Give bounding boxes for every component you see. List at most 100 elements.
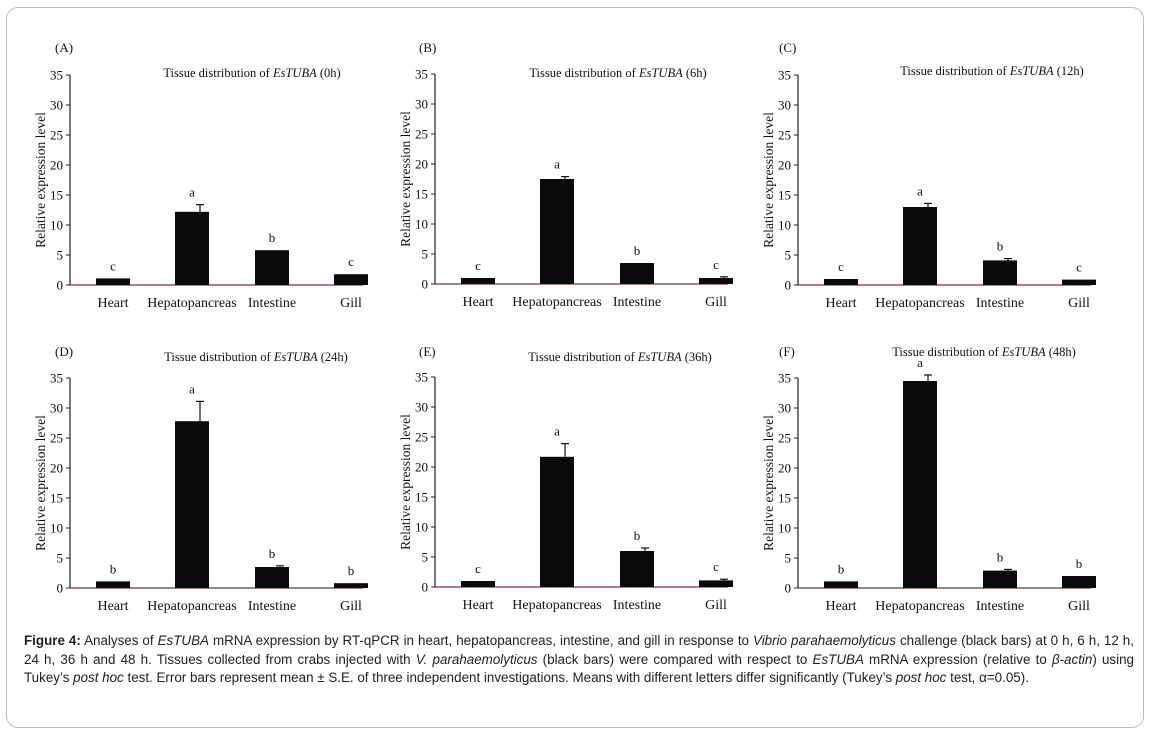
bar-intestine — [983, 570, 1017, 588]
y-tick-label: 30 — [415, 400, 428, 415]
y-tick-label: 20 — [415, 460, 428, 475]
chart-title-suffix: (36h) — [682, 350, 712, 364]
y-tick-label: 30 — [415, 97, 428, 112]
x-tick-label: Heart — [462, 295, 493, 310]
y-tick-label: 30 — [50, 401, 63, 416]
y-tick-label: 0 — [57, 278, 64, 293]
y-tick-label: 0 — [57, 581, 64, 596]
y-tick-label: 5 — [785, 551, 792, 566]
chart-panel-c: (C) Tissue distribution of EsTUBA (12h) Re… — [761, 40, 1096, 311]
chart-title-gene: EsTUBA — [638, 66, 683, 80]
panel-label: (F) — [779, 344, 795, 359]
bar-intestine — [255, 567, 289, 588]
bar-heart — [824, 581, 858, 588]
y-tick-label: 30 — [778, 401, 791, 416]
x-tick-label: Intestine — [976, 296, 1024, 311]
caption-part: test. Error bars represent mean ± S.E. o… — [123, 670, 896, 685]
x-tick-label: Hepatopancreas — [875, 599, 964, 614]
significance-letter: a — [917, 355, 923, 370]
y-tick-label: 5 — [57, 551, 64, 566]
x-tick-label: Hepatopancreas — [147, 296, 236, 311]
chart-title-prefix: Tissue distribution of — [892, 345, 1002, 359]
x-tick-label: Intestine — [248, 296, 296, 311]
bar-gill — [699, 580, 733, 587]
y-axis-label: Relative expression level — [33, 112, 48, 248]
chart-title-prefix: Tissue distribution of — [163, 66, 273, 80]
bar-hepatopancreas — [175, 421, 209, 588]
y-tick-label: 25 — [415, 430, 428, 445]
bar-heart — [824, 279, 858, 285]
bar-intestine — [620, 551, 654, 587]
bar-gill — [699, 278, 733, 284]
x-tick-label: Intestine — [613, 295, 661, 310]
bar-heart — [461, 278, 495, 284]
x-tick-label: Intestine — [613, 598, 661, 613]
y-tick-label: 5 — [57, 248, 64, 263]
x-tick-label: Hepatopancreas — [875, 296, 964, 311]
significance-letter: b — [838, 561, 845, 576]
y-tick-label: 25 — [50, 431, 63, 446]
x-tick-label: Intestine — [976, 599, 1024, 614]
panel-label: (B) — [419, 40, 436, 55]
bar-gill — [334, 274, 368, 285]
significance-letter: b — [348, 563, 355, 578]
significance-letter: b — [110, 561, 117, 576]
caption-part: (black bars) were compared with respect … — [537, 651, 813, 667]
bar-heart — [96, 278, 130, 285]
x-tick-label: Heart — [97, 599, 128, 614]
bar-hepatopancreas — [540, 179, 574, 284]
chart-title-suffix: (12h) — [1054, 64, 1084, 78]
caption-text: Analyses of EsTUBA mRNA expression by RT… — [24, 633, 1134, 685]
y-axis-label: Relative expression level — [761, 415, 776, 551]
y-tick-label: 10 — [50, 521, 63, 536]
panel-label: (D) — [55, 344, 73, 359]
significance-letter: c — [475, 258, 481, 273]
panel-label: (C) — [779, 40, 796, 55]
chart-title: Tissue distribution of EsTUBA (48h) — [892, 345, 1076, 359]
chart-title-suffix: (48h) — [1046, 345, 1076, 359]
figure-charts: (A) Tissue distribution of EsTUBA (0h) Rel… — [33, 40, 1096, 614]
significance-letter: b — [634, 243, 641, 258]
y-tick-label: 25 — [778, 128, 791, 143]
significance-letter: c — [475, 561, 481, 576]
chart-title-gene: EsTUBA — [272, 66, 317, 80]
y-axis-label: Relative expression level — [761, 112, 776, 248]
y-axis-label: Relative expression level — [398, 414, 413, 550]
bar-hepatopancreas — [903, 207, 937, 285]
caption-part: mRNA expression by RT-qPCR in heart, hep… — [208, 633, 753, 648]
chart-panel-b: (B) Tissue distribution of EsTUBA (6h) Rel… — [398, 40, 733, 310]
figure-frame — [6, 7, 1144, 728]
bar-gill — [1062, 279, 1096, 285]
y-tick-label: 20 — [778, 158, 791, 173]
chart-title: Tissue distribution of EsTUBA (6h) — [529, 66, 706, 80]
y-tick-label: 0 — [785, 581, 792, 596]
y-axis-label: Relative expression level — [398, 111, 413, 247]
y-tick-label: 20 — [50, 158, 63, 173]
x-tick-label: Gill — [1068, 599, 1090, 614]
bar-gill — [334, 583, 368, 588]
chart-title-prefix: Tissue distribution of — [529, 66, 639, 80]
x-tick-label: Gill — [340, 599, 362, 614]
panel-label: (A) — [55, 40, 73, 55]
bar-gill — [1062, 576, 1096, 588]
caption-label: Figure 4: — [24, 633, 81, 648]
x-tick-label: Hepatopancreas — [147, 599, 236, 614]
significance-letter: b — [1076, 556, 1083, 571]
chart-panel-a: (A) Tissue distribution of EsTUBA (0h) Rel… — [33, 40, 368, 311]
chart-title-gene: EsTUBA — [1001, 345, 1046, 359]
x-tick-label: Heart — [97, 296, 128, 311]
significance-letter: c — [713, 257, 719, 272]
significance-letter: c — [1076, 260, 1082, 275]
bar-hepatopancreas — [540, 456, 574, 587]
bar-heart — [96, 581, 130, 588]
caption-part: test, α=0.05). — [946, 670, 1029, 685]
significance-letter: b — [997, 549, 1004, 564]
chart-title-prefix: Tissue distribution of — [528, 350, 638, 364]
caption-part: V. parahaemolyticus — [415, 651, 538, 667]
x-tick-label: Gill — [1068, 296, 1090, 311]
y-tick-label: 10 — [415, 217, 428, 232]
y-tick-label: 0 — [422, 580, 429, 595]
y-tick-label: 5 — [422, 550, 429, 565]
y-tick-label: 10 — [415, 520, 428, 535]
chart-title-prefix: Tissue distribution of — [164, 350, 274, 364]
